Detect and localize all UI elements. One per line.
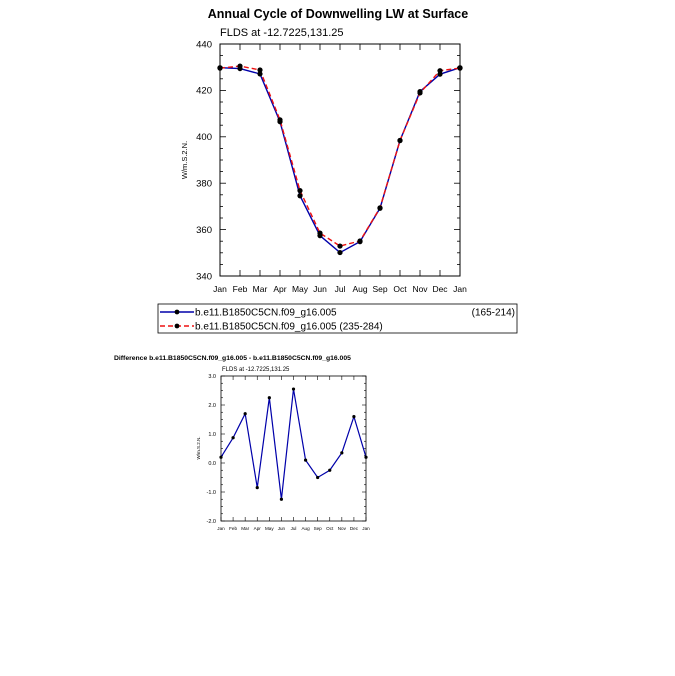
chart2-series <box>219 387 368 501</box>
data-point-series-2 <box>437 68 443 74</box>
x-tick-label: Jan <box>217 526 225 531</box>
x-tick-label: Nov <box>412 284 428 294</box>
x-tick-label: Jun <box>278 526 286 531</box>
x-tick-label: Jan <box>362 526 370 531</box>
data-point-series-1 <box>337 249 343 256</box>
y-tick-label: -2.0 <box>207 519 216 525</box>
data-point-series-2 <box>297 188 303 194</box>
data-point-series-2 <box>377 205 383 211</box>
x-tick-label: Jan <box>453 284 467 294</box>
x-tick-label: Oct <box>326 526 334 531</box>
x-tick-label: Apr <box>254 526 262 531</box>
x-tick-label: Dec <box>350 526 359 531</box>
data-point-series-1 <box>316 475 320 480</box>
data-point-series-1 <box>303 458 308 462</box>
data-point-series-2 <box>417 90 423 96</box>
x-tick-label: May <box>292 284 309 294</box>
x-tick-label: Feb <box>233 284 248 294</box>
chart1-plot-frame <box>219 43 461 277</box>
y-tick-label: 340 <box>196 271 212 282</box>
x-tick-label: Jul <box>291 526 297 531</box>
y-tick-label: 380 <box>196 179 212 190</box>
chart2-ylabel: W/m.S.2.N. <box>196 436 201 459</box>
x-tick-label: Jul <box>335 284 346 294</box>
data-point-series-1 <box>231 436 235 440</box>
x-tick-label: Apr <box>273 284 286 294</box>
legend-years-series-1: (165-214) <box>472 308 515 319</box>
y-tick-label: 440 <box>196 39 212 50</box>
data-point-series-1 <box>340 451 344 455</box>
chart1-series <box>217 63 463 256</box>
x-tick-label: Aug <box>352 284 367 294</box>
data-point-series-1 <box>255 486 259 490</box>
data-point-series-1 <box>267 396 271 400</box>
x-tick-label: Mar <box>253 284 268 294</box>
legend-label-series-1: b.e11.B1850C5CN.f09_g16.005 <box>195 308 337 319</box>
data-point-series-2 <box>317 230 323 236</box>
legend-marker-series-2 <box>174 323 180 329</box>
y-tick-label: 400 <box>196 132 212 143</box>
data-point-series-1 <box>352 415 356 419</box>
x-tick-label: Mar <box>241 526 249 531</box>
legend-marker-series-1 <box>174 309 180 315</box>
x-tick-label: Sep <box>372 284 387 294</box>
x-tick-label: Jun <box>313 284 327 294</box>
y-tick-label: 0.0 <box>208 461 216 467</box>
x-tick-label: Oct <box>393 284 407 294</box>
y-tick-label: 3.0 <box>208 374 216 380</box>
data-point-series-2 <box>257 67 263 73</box>
data-point-series-2 <box>277 117 283 123</box>
chart2-subtitle: FLDS at -12.7225,131.25 <box>222 367 290 373</box>
legend-box <box>157 303 518 334</box>
y-tick-label: -1.0 <box>207 490 216 496</box>
x-tick-label: Dec <box>432 284 448 294</box>
y-tick-label: 360 <box>196 225 212 236</box>
data-point-series-2 <box>397 137 403 144</box>
data-point-series-2 <box>357 238 363 244</box>
data-point-series-2 <box>337 243 343 249</box>
data-point-series-1 <box>297 193 303 199</box>
chart1-ylabel: W/m.S.2.N. <box>180 141 189 179</box>
x-tick-label: Aug <box>301 526 310 531</box>
chart1-subtitle: FLDS at -12.7225,131.25 <box>220 27 344 39</box>
x-tick-label: Jan <box>213 284 227 294</box>
chart1-legend: b.e11.B1850C5CN.f09_g16.005 (165-214) b.… <box>157 303 518 334</box>
y-tick-label: 2.0 <box>208 403 216 409</box>
chart1-ticks: 340 360 380 400 420 440 Jan Feb Mar Apr May Jun Jul A… <box>196 39 467 294</box>
data-point-series-1 <box>291 387 296 391</box>
chart2-plot-frame <box>220 375 367 522</box>
y-tick-label: 1.0 <box>208 432 216 438</box>
x-tick-label: Nov <box>338 526 347 531</box>
legend-label-series-2: b.e11.B1850C5CN.f09_g16.005 (235-284) <box>195 322 383 333</box>
chart2-title: Difference b.e11.B1850C5CN.f09_g16.005 -… <box>114 355 351 362</box>
chart1-title: Annual Cycle of Downwelling LW at Surfac… <box>208 7 468 21</box>
x-tick-label: Feb <box>229 526 237 531</box>
data-point-series-1 <box>279 497 284 501</box>
chart2-ticks: -2.0 -1.0 0.0 1.0 2.0 3.0 Jan Feb Mar Apr May Jun Ju… <box>207 374 371 531</box>
data-point-series-2 <box>237 63 243 69</box>
y-tick-label: 420 <box>196 86 212 97</box>
data-point-series-1 <box>257 71 263 77</box>
x-tick-label: May <box>265 526 274 531</box>
data-point-series-1 <box>328 468 332 472</box>
x-tick-label: Sep <box>314 526 323 531</box>
data-point-series-1 <box>243 412 247 416</box>
